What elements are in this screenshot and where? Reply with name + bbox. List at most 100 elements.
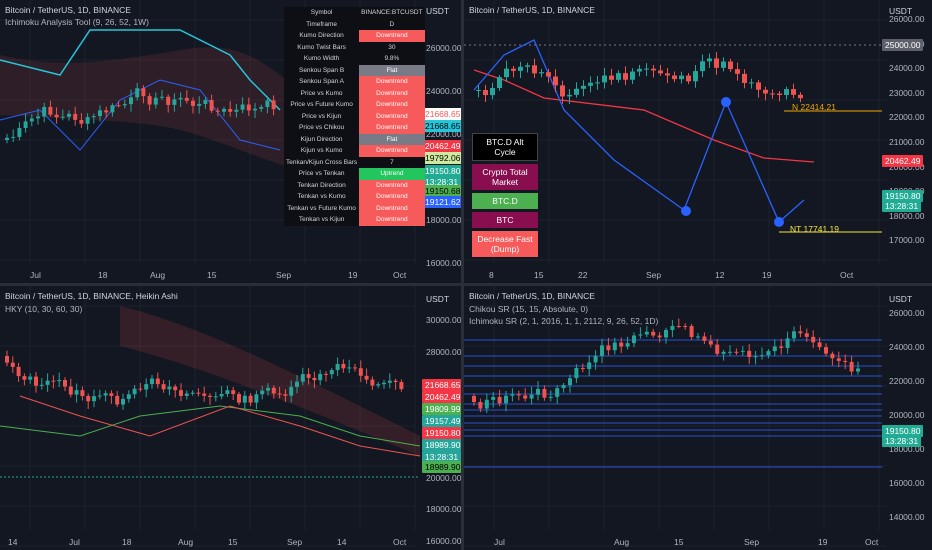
candle: [760, 355, 764, 357]
candle: [197, 103, 202, 106]
time-tick: Aug: [150, 270, 166, 280]
row-label: Tenkan vs Kijun: [284, 214, 360, 226]
candle: [34, 376, 38, 386]
price-plot[interactable]: [464, 286, 932, 550]
indicator-label-2[interactable]: Ichimoku SR (2, 1, 2016, 1, 1, 2112, 9, …: [469, 316, 659, 326]
table-row: Price vs Kijun Downtrend: [284, 110, 425, 122]
price-tag: 19150.68: [422, 185, 461, 197]
candle: [756, 82, 761, 90]
candle: [772, 346, 777, 352]
row-label: Kijun vs Kumo: [284, 145, 360, 157]
price-tick: 22000.00: [426, 129, 461, 139]
horizontal-divider[interactable]: [0, 283, 932, 286]
candle: [658, 70, 663, 74]
vertical-divider[interactable]: [461, 0, 464, 550]
candle: [553, 76, 558, 86]
table-row: Timeframe D: [284, 18, 425, 30]
chart-pane-bottom-right[interactable]: Bitcoin / TetherUS, 1D, BINANCE Chikou S…: [464, 286, 932, 550]
row-label: Price vs Chikou: [284, 122, 360, 134]
row-label: Kumo Width: [284, 53, 360, 65]
row-value: Downtrend: [359, 110, 425, 122]
time-tick: 15: [228, 537, 238, 547]
time-tick: Aug: [614, 537, 630, 547]
candle: [753, 356, 758, 358]
time-tick: Jul: [30, 270, 41, 280]
candle: [387, 380, 392, 383]
candle: [240, 104, 245, 110]
row-value: D: [359, 18, 425, 30]
indicator-label[interactable]: HKY (10, 30, 60, 30): [5, 304, 83, 314]
row-value: Downtrend: [359, 145, 425, 157]
price-tick: 26000.00: [889, 14, 925, 24]
candle: [376, 384, 381, 386]
row-label: Timeframe: [284, 18, 360, 30]
candle: [79, 119, 84, 124]
candle: [86, 396, 91, 402]
candle: [271, 387, 276, 394]
price-tick: 16000.00: [426, 535, 461, 546]
candle: [651, 331, 656, 336]
candle: [472, 396, 476, 403]
candle: [203, 99, 208, 104]
indicator-label[interactable]: Ichimoku Analysis Tool (9, 26, 52, 1W): [5, 17, 149, 27]
candle: [476, 89, 481, 91]
candle: [173, 386, 178, 391]
nt-level-label: NT 17741.19: [790, 224, 839, 234]
candle: [644, 331, 649, 335]
candle: [686, 75, 691, 82]
price-tag: 19121.62: [422, 196, 461, 208]
price-tag: 13:28:31: [882, 200, 922, 212]
candle: [478, 402, 483, 409]
candle: [638, 334, 643, 336]
candle: [728, 351, 732, 353]
candle: [523, 395, 528, 399]
candle: [300, 374, 305, 382]
resistance-line: [473, 69, 815, 163]
price-tag: 18989.90: [422, 461, 461, 473]
price-plot[interactable]: [0, 286, 461, 550]
candle: [277, 393, 282, 395]
candle: [798, 331, 803, 334]
candle: [208, 395, 212, 397]
price-plot[interactable]: [464, 0, 932, 283]
candle: [484, 399, 489, 409]
pivot-marker: [721, 97, 731, 107]
row-value: Downtrend: [359, 214, 425, 226]
price-tag: 18989.90: [422, 439, 461, 451]
indicator-label[interactable]: Chikou SR (15, 15, Absolute, 0): [469, 304, 589, 314]
time-tick: Aug: [178, 537, 194, 547]
candle: [715, 344, 720, 354]
candle: [664, 329, 668, 338]
candle: [518, 66, 523, 71]
row-label: Kumo Twist Bars: [284, 41, 360, 53]
chart-title: Bitcoin / TetherUS, 1D, BINANCE: [5, 5, 131, 15]
price-tag: 19150.80: [422, 165, 461, 177]
candle: [708, 340, 713, 345]
zigzag-line: [473, 39, 805, 224]
chart-pane-top-left[interactable]: Bitcoin / TetherUS, 1D, BINANCE Ichimoku…: [0, 0, 461, 283]
time-tick: 22: [578, 270, 588, 280]
candle: [115, 395, 120, 405]
candle: [785, 338, 790, 348]
tenkan-line: [0, 79, 281, 151]
price-plot[interactable]: [0, 0, 461, 283]
candle: [259, 107, 264, 109]
candle: [707, 58, 712, 62]
candle: [616, 73, 621, 80]
candle: [676, 326, 681, 327]
row-value: Flat: [359, 133, 425, 145]
candle: [228, 108, 233, 112]
table-row: Kijun Direction Flat: [284, 133, 425, 145]
candle: [817, 342, 822, 348]
candle: [665, 73, 670, 76]
candle: [672, 75, 677, 80]
table-row: Tenkan Direction Downtrend: [284, 179, 425, 191]
candle: [335, 363, 340, 371]
candle: [60, 116, 65, 118]
candle: [341, 363, 346, 369]
candle: [260, 390, 265, 395]
chart-pane-bottom-left[interactable]: Bitcoin / TetherUS, 1D, BINANCE, Heikin …: [0, 286, 461, 550]
candle: [153, 97, 158, 105]
price-tick: 16000.00: [426, 258, 461, 268]
chart-pane-top-right[interactable]: Bitcoin / TetherUS, 1D, BINANCE USDT 260…: [464, 0, 932, 283]
